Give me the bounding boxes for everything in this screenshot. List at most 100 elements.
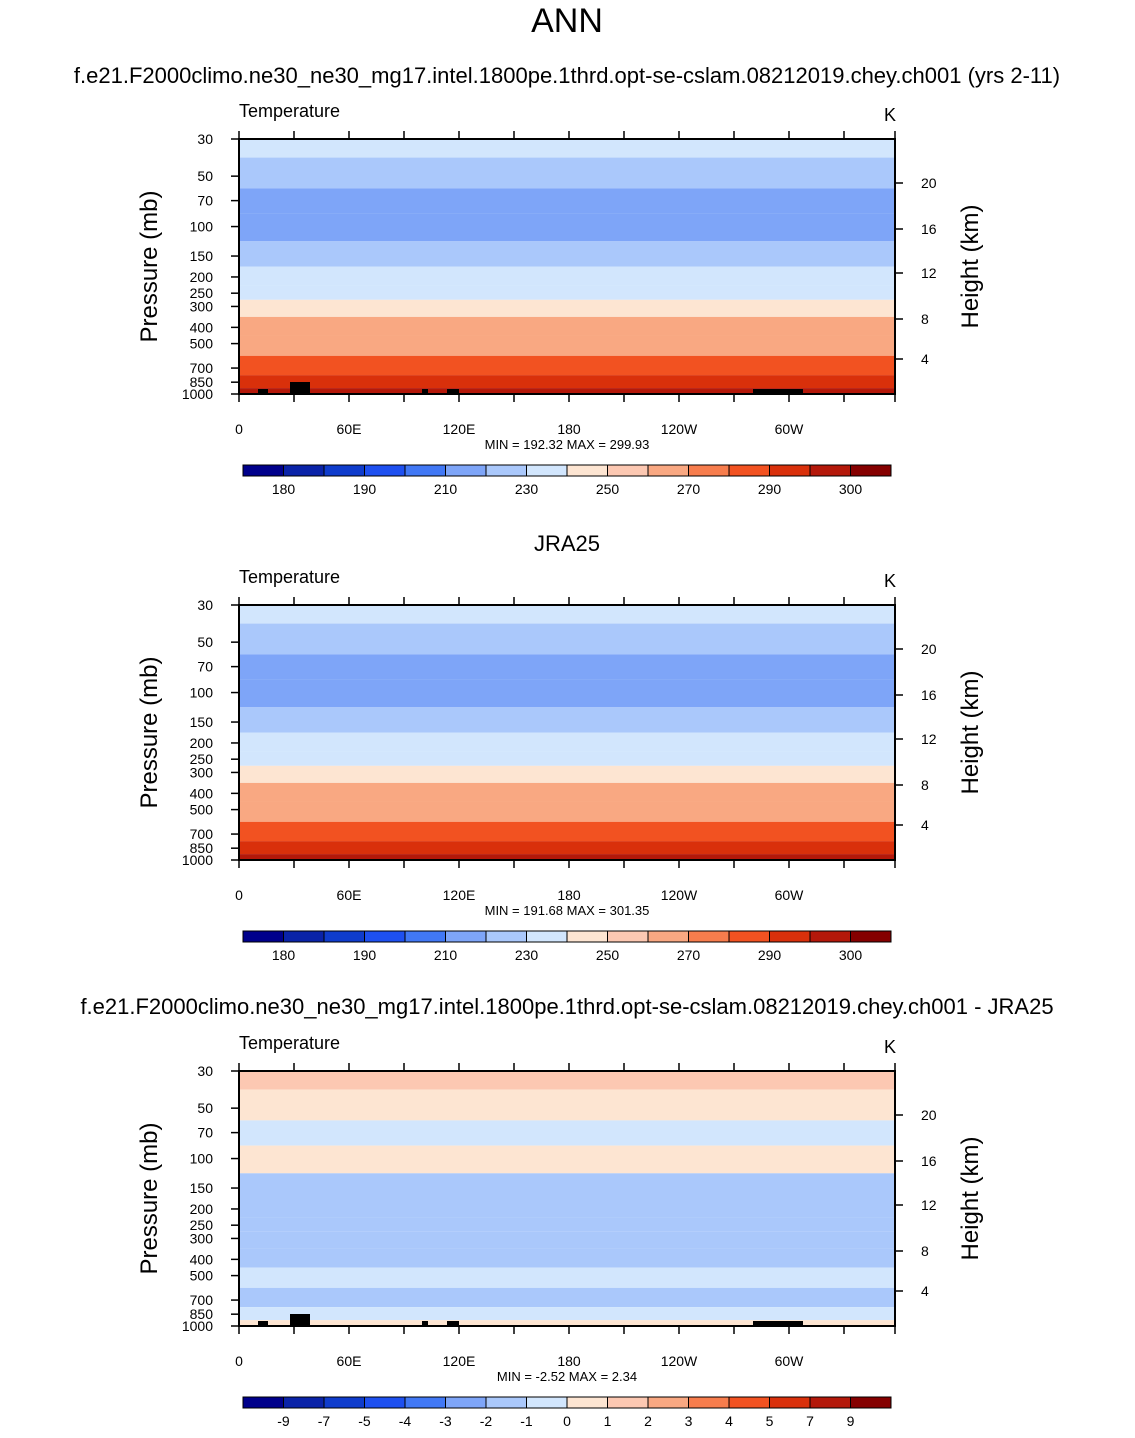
contour-band-100 [239, 1145, 895, 1174]
colorbar-swatch [485, 464, 527, 477]
y-tick-label: 500 [190, 1268, 214, 1284]
x-tick-label: 120W [661, 421, 698, 437]
colorbar-swatch [688, 464, 730, 477]
colorbar-label: 230 [515, 481, 539, 497]
colorbar-label: 3 [685, 1413, 693, 1429]
y-tick-label: 250 [190, 285, 214, 301]
y-right-tick-label: 20 [921, 175, 937, 191]
colorbar-label: 230 [515, 947, 539, 963]
contour-band-500 [239, 1267, 895, 1288]
y-axis-title-right: Height (km) [957, 1136, 984, 1260]
colorbar-swatch [728, 1396, 770, 1409]
contour-band-1000 [239, 1320, 895, 1326]
contour-band-1000 [239, 388, 895, 394]
colorbar-label: 2 [644, 1413, 652, 1429]
colorbar-swatch [809, 930, 851, 943]
colorbar-label: 7 [806, 1413, 814, 1429]
contour-band-700 [239, 821, 895, 842]
colorbar-label: -2 [480, 1413, 493, 1429]
contour-band-300 [239, 299, 895, 317]
y-right-tick-label: 16 [921, 1153, 937, 1169]
colorbar-swatch [526, 1396, 568, 1409]
colorbar-swatch [607, 1396, 649, 1409]
field-label: Temperature [239, 101, 340, 121]
colorbar-label: -1 [520, 1413, 533, 1429]
x-tick-label: 120E [443, 887, 476, 903]
colorbar-label: 180 [272, 481, 296, 497]
y-right-tick-label: 20 [921, 641, 937, 657]
y-right-tick-label: 4 [921, 351, 929, 367]
colorbar-swatch [242, 1396, 284, 1409]
colorbar-label: 270 [677, 481, 701, 497]
y-right-tick-label: 16 [921, 221, 937, 237]
topography-mask [422, 1321, 428, 1326]
colorbar-swatch [809, 464, 851, 477]
y-tick-label: 30 [197, 131, 213, 147]
y-tick-label: 70 [197, 1125, 213, 1141]
y-axis-title: Pressure (mb) [136, 190, 163, 342]
contour-band-50 [239, 1089, 895, 1121]
colorbar-label: 180 [272, 947, 296, 963]
contour-band-250 [239, 285, 895, 300]
y-tick-label: 70 [197, 193, 213, 209]
field-label: Temperature [239, 1033, 340, 1053]
colorbar-swatch [769, 464, 811, 477]
topography-mask [753, 1321, 803, 1326]
y-axis-title: Pressure (mb) [136, 656, 163, 808]
y-tick-label: 400 [190, 785, 214, 801]
colorbar-label: 290 [758, 947, 782, 963]
units-label: K [884, 105, 896, 125]
colorbar-label: -9 [277, 1413, 290, 1429]
y-tick-label: 1000 [182, 386, 213, 402]
y-tick-label: 250 [190, 751, 214, 767]
colorbar-swatch [242, 464, 284, 477]
contour-band-150 [239, 707, 895, 733]
colorbar-label: -5 [358, 1413, 371, 1429]
contour-band-850 [239, 841, 895, 855]
colorbar-swatch [404, 1396, 446, 1409]
y-tick-label: 1000 [182, 1318, 213, 1334]
units-label: K [884, 571, 896, 591]
colorbar-swatch [364, 464, 406, 477]
field-label: Temperature [239, 567, 340, 587]
y-tick-label: 300 [190, 298, 214, 314]
colorbar-swatch [566, 464, 608, 477]
colorbar-swatch [566, 1396, 608, 1409]
y-tick-label: 1000 [182, 852, 213, 868]
contour-band-150 [239, 1173, 895, 1199]
colorbar-label: -7 [318, 1413, 331, 1429]
contour-band-200 [239, 1198, 895, 1218]
colorbar-swatch [809, 1396, 851, 1409]
y-right-tick-label: 8 [921, 777, 929, 793]
colorbar-swatch [445, 1396, 487, 1409]
x-tick-label: 180 [557, 421, 581, 437]
y-right-tick-label: 12 [921, 731, 937, 747]
y-tick-label: 50 [197, 168, 213, 184]
y-tick-label: 500 [190, 802, 214, 818]
y-right-tick-label: 8 [921, 1243, 929, 1259]
y-tick-label: 70 [197, 659, 213, 675]
colorbar-swatch [364, 930, 406, 943]
y-tick-label: 850 [190, 840, 214, 856]
colorbar-label: 300 [839, 947, 863, 963]
min-max-stats: MIN = 192.32 MAX = 299.93 [485, 437, 650, 452]
colorbar-swatch [850, 930, 892, 943]
contour-band-100 [239, 679, 895, 708]
x-tick-label: 60E [337, 421, 362, 437]
y-tick-label: 30 [197, 597, 213, 613]
y-tick-label: 850 [190, 1306, 214, 1322]
contour-band-30 [239, 139, 895, 158]
colorbar-swatch [647, 464, 689, 477]
colorbar-swatch [647, 1396, 689, 1409]
topography-mask [753, 389, 803, 394]
contour-band-700 [239, 1287, 895, 1308]
colorbar-swatch [404, 464, 446, 477]
panel-1: Temperature K3050701001502002503004005007… [136, 101, 984, 497]
contour-band-850 [239, 375, 895, 389]
colorbar-swatch [364, 1396, 406, 1409]
topography-mask [258, 389, 268, 394]
topography-mask [422, 389, 428, 394]
colorbar-swatch [688, 1396, 730, 1409]
plot-frame [238, 1070, 896, 1327]
